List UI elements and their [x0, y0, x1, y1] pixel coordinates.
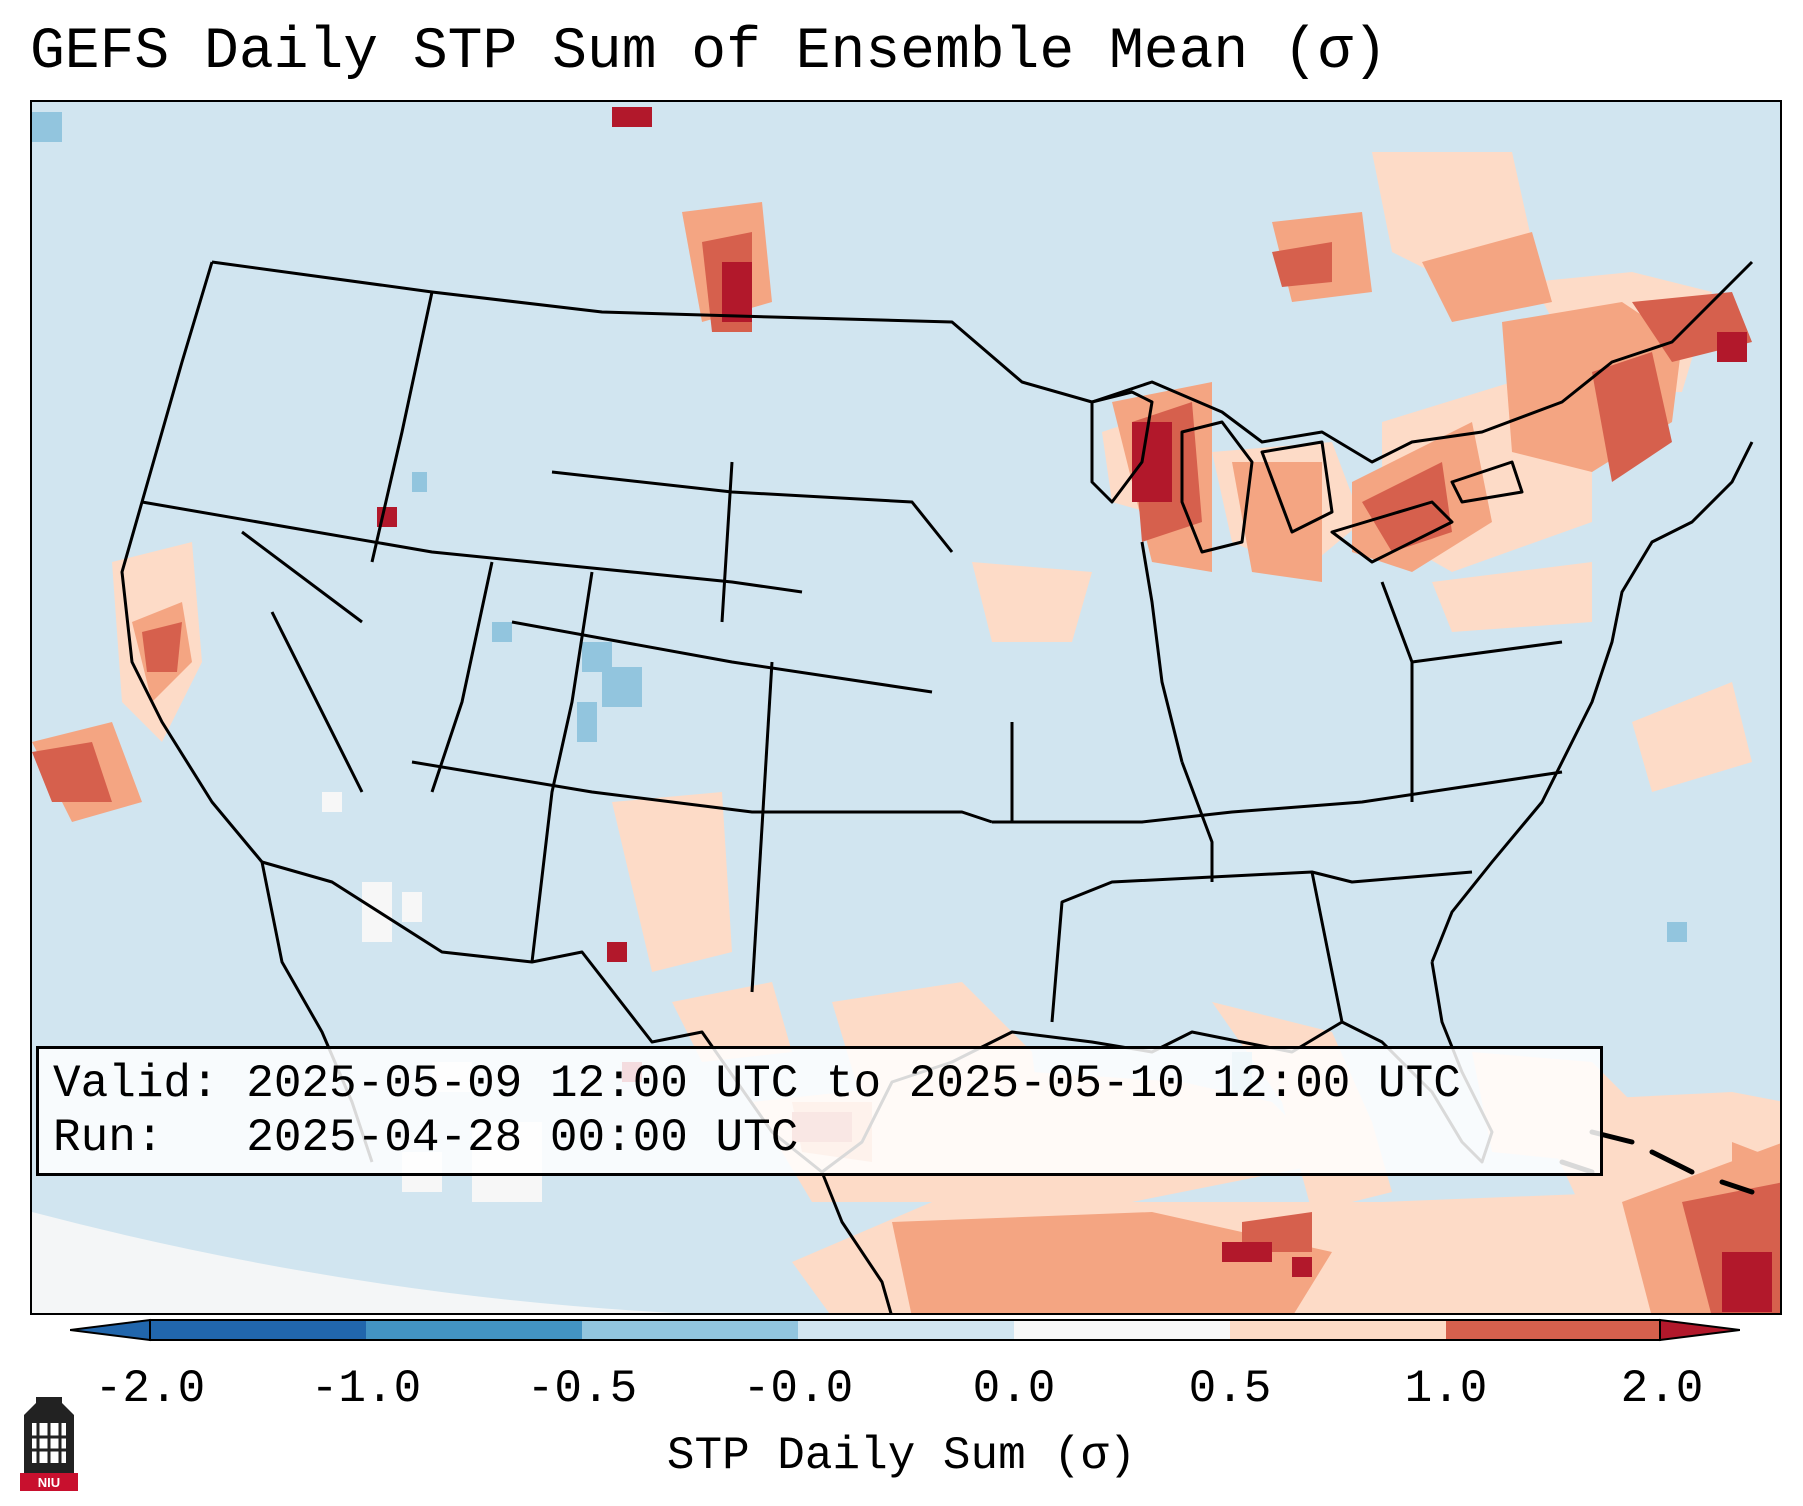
- colorbar-tick: 0.0: [972, 1363, 1056, 1415]
- run-time-text: Run: 2025-04-28 00:00 UTC: [53, 1112, 799, 1164]
- colorbar-tick: -1.0: [310, 1363, 422, 1415]
- colorbar-bin-5: [1014, 1320, 1230, 1340]
- colorbar-bin-6: [1230, 1320, 1446, 1340]
- colorbar-tick: 2.0: [1620, 1363, 1704, 1415]
- valid-time-box: Valid: 2025-05-09 12:00 UTC to 2025-05-1…: [36, 1046, 1603, 1176]
- colorbar-label: STP Daily Sum (σ): [666, 1430, 1137, 1482]
- colorbar-extend-high: [1659, 1318, 1740, 1342]
- colorbar-extend-low: [70, 1318, 151, 1342]
- colorbar-tick: -2.0: [94, 1363, 206, 1415]
- svg-text:NIU: NIU: [38, 1475, 60, 1490]
- map-title: GEFS Daily STP Sum of Ensemble Mean (σ): [30, 20, 1388, 85]
- colorbar-tick: 1.0: [1404, 1363, 1488, 1415]
- niu-logo: NIU: [20, 1397, 78, 1491]
- colorbar-bin-2: [366, 1320, 582, 1340]
- colorbar-bin-7: [1446, 1320, 1660, 1340]
- very-strong-positive-areas: [377, 107, 1772, 1312]
- colorbar-bin-4: [798, 1320, 1014, 1340]
- negative-areas: [32, 112, 1687, 1092]
- colorbar-bin-1: [150, 1320, 366, 1340]
- borders: [120, 260, 1754, 1313]
- valid-time-text: Valid: 2025-05-09 12:00 UTC to 2025-05-1…: [53, 1058, 1461, 1110]
- colorbar-tick: -0.0: [742, 1363, 854, 1415]
- colorbar-tick: 0.5: [1188, 1363, 1272, 1415]
- colorbar: [70, 1318, 1740, 1342]
- colorbar-bin-3: [582, 1320, 798, 1340]
- colorbar-tick: -0.5: [526, 1363, 638, 1415]
